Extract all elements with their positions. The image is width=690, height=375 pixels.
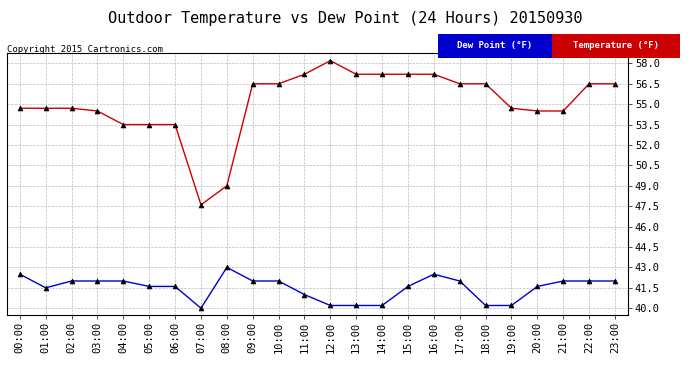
Text: Copyright 2015 Cartronics.com: Copyright 2015 Cartronics.com xyxy=(7,45,163,54)
Text: Dew Point (°F): Dew Point (°F) xyxy=(457,42,533,51)
Text: Outdoor Temperature vs Dew Point (24 Hours) 20150930: Outdoor Temperature vs Dew Point (24 Hou… xyxy=(108,11,582,26)
Text: Temperature (°F): Temperature (°F) xyxy=(573,42,659,51)
